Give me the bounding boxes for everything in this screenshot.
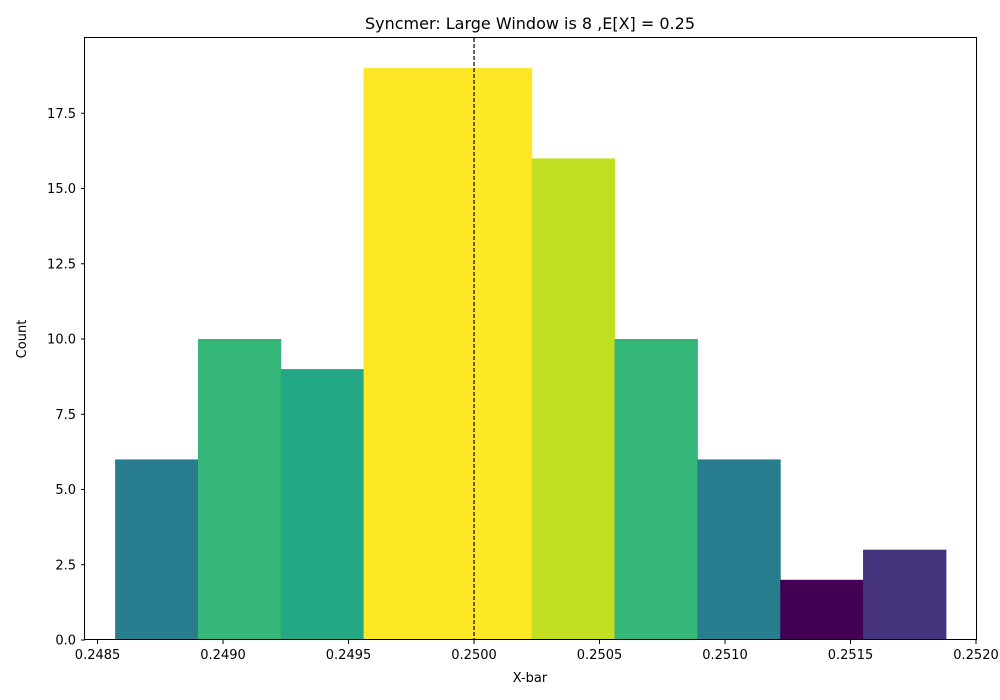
x-tick-label: 0.2505 bbox=[577, 648, 623, 663]
bars-layer bbox=[115, 68, 947, 641]
y-tick-label: 17.5 bbox=[47, 107, 76, 122]
histogram-bar bbox=[280, 369, 365, 640]
histogram-bar bbox=[697, 459, 781, 640]
y-axis-ticks: 0.0 2.5 5.0 7.5 10.0 12.5 15.0 17.5 bbox=[47, 107, 85, 649]
y-tick-label: 10.0 bbox=[47, 333, 76, 348]
y-tick-label: 0.0 bbox=[55, 634, 76, 649]
y-tick-label: 7.5 bbox=[55, 408, 76, 423]
y-tick-label: 12.5 bbox=[47, 257, 76, 272]
histogram-bar bbox=[531, 158, 616, 640]
y-tick-label: 15.0 bbox=[47, 182, 76, 197]
histogram-bar bbox=[197, 339, 282, 640]
x-axis-ticks: 0.2485 0.2490 0.2495 0.2500 0.2505 0.2510 0.25… bbox=[75, 640, 999, 663]
chart-title: Syncmer: Large Window is 8 ,E[X] = 0.25 bbox=[365, 14, 695, 33]
histogram-bar bbox=[863, 549, 947, 640]
x-axis-title: X-bar bbox=[513, 671, 548, 686]
y-tick-label: 5.0 bbox=[55, 483, 76, 498]
histogram-bar bbox=[780, 579, 864, 640]
histogram-bar bbox=[614, 339, 698, 640]
x-tick-label: 0.2515 bbox=[828, 648, 874, 663]
x-tick-label: 0.2510 bbox=[702, 648, 748, 663]
histogram-bar bbox=[446, 68, 533, 641]
x-tick-label: 0.2500 bbox=[451, 648, 497, 663]
histogram-bar bbox=[363, 68, 447, 641]
y-tick-label: 2.5 bbox=[55, 558, 76, 573]
x-tick-label: 0.2495 bbox=[326, 648, 372, 663]
histogram-bar bbox=[115, 459, 199, 640]
y-axis-title: Count bbox=[15, 320, 30, 359]
x-tick-label: 0.2520 bbox=[953, 648, 999, 663]
x-tick-label: 0.2490 bbox=[200, 648, 246, 663]
x-tick-label: 0.2485 bbox=[75, 648, 121, 663]
